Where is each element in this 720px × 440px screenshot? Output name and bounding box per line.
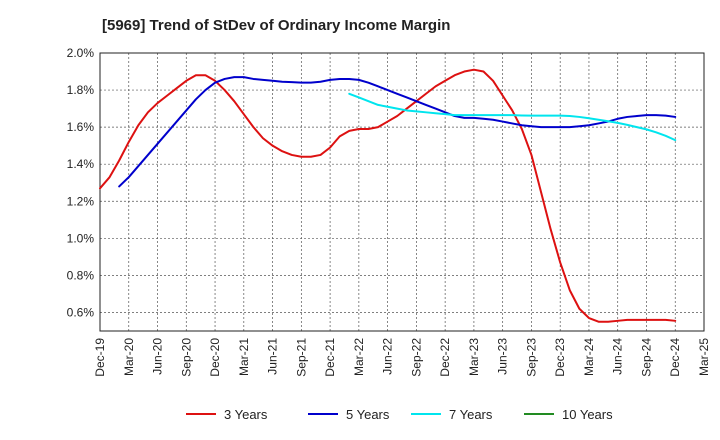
series-lines xyxy=(99,68,677,323)
x-tick-label: Dec-19 xyxy=(93,338,107,377)
legend-label-10-years: 10 Years xyxy=(562,407,613,422)
x-tick-label: Dec-22 xyxy=(438,338,452,377)
plot-frame xyxy=(99,52,705,332)
x-tick-label: Mar-25 xyxy=(697,338,711,376)
x-tick-label: Jun-21 xyxy=(266,338,280,375)
x-axis: Dec-19 Mar-20 Jun-20 Sep-20 Dec-20 Mar-21 Jun-… xyxy=(93,338,711,377)
y-tick-label: 0.6% xyxy=(67,305,95,319)
x-tick-label: Dec-21 xyxy=(323,338,337,377)
legend-label-7-years: 7 Years xyxy=(449,407,493,422)
series-line-5-years xyxy=(118,76,677,188)
x-tick-label: Jun-24 xyxy=(611,338,625,375)
y-axis: 0.6% 0.8% 1.0% 1.2% 1.4% 1.6% 1.8% 2.0% xyxy=(67,46,95,319)
x-tick-label: Sep-20 xyxy=(179,338,193,377)
x-tick-label: Mar-24 xyxy=(582,338,596,376)
x-tick-label: Mar-21 xyxy=(237,338,251,376)
x-tick-label: Sep-24 xyxy=(639,338,653,377)
y-tick-label: 1.6% xyxy=(67,120,95,134)
x-tick-label: Jun-23 xyxy=(496,338,510,375)
plot-area xyxy=(100,53,704,331)
x-tick-label: Mar-22 xyxy=(352,338,366,376)
series-line-7-years xyxy=(348,92,677,142)
x-tick-label: Sep-22 xyxy=(409,338,423,377)
y-tick-label: 2.0% xyxy=(67,46,95,60)
series-line-3-years xyxy=(99,68,677,323)
x-tick-label: Dec-20 xyxy=(208,338,222,377)
x-tick-label: Jun-22 xyxy=(381,338,395,375)
y-tick-label: 1.8% xyxy=(67,83,95,97)
x-tick-label: Jun-20 xyxy=(151,338,165,375)
x-tick-label: Dec-24 xyxy=(668,338,682,377)
x-tick-label: Mar-23 xyxy=(467,338,481,376)
legend-label-3-years: 3 Years xyxy=(224,407,268,422)
chart-title: [5969] Trend of StDev of Ordinary Income… xyxy=(102,17,450,34)
y-tick-label: 1.2% xyxy=(67,194,95,208)
y-tick-label: 1.0% xyxy=(67,231,95,245)
x-tick-label: Sep-23 xyxy=(524,338,538,377)
legend-label-5-years: 5 Years xyxy=(346,407,390,422)
y-gridlines xyxy=(100,89,704,313)
x-tick-label: Dec-23 xyxy=(553,338,567,377)
legend: 3 Years 5 Years 7 Years 10 Years xyxy=(186,407,613,422)
x-tick-label: Sep-21 xyxy=(294,338,308,377)
y-tick-label: 1.4% xyxy=(67,157,95,171)
x-tick-label: Mar-20 xyxy=(122,338,136,376)
y-tick-label: 0.8% xyxy=(67,268,95,282)
